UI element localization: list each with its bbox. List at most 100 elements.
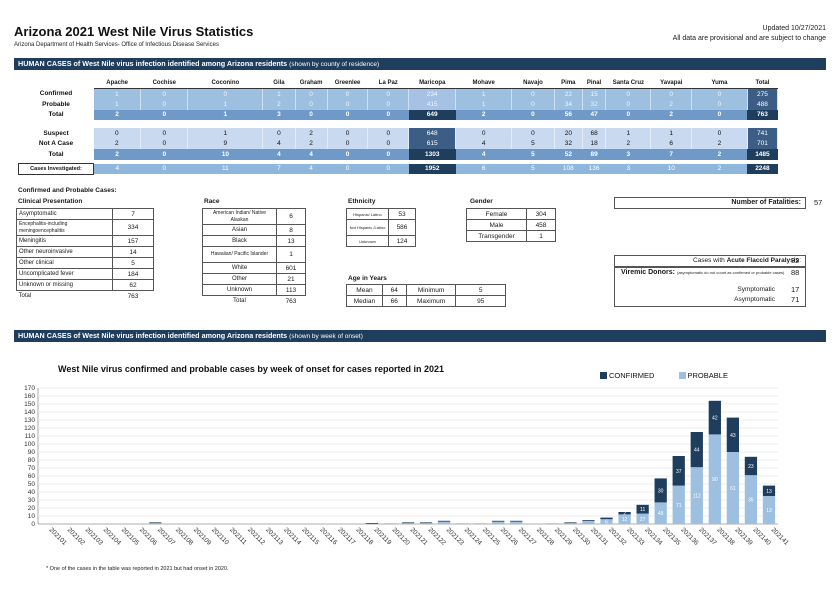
county-cell: 2248 xyxy=(747,163,778,174)
bar-probable xyxy=(419,523,433,524)
bar-probable xyxy=(492,521,505,524)
county-cell: 1 xyxy=(187,109,263,120)
clinical-table: Asymptomatic 7 Encephalitis-including meni… xyxy=(16,208,154,302)
bar-probable xyxy=(654,502,667,524)
county-cell: 4 xyxy=(262,149,296,160)
county-cell: 0 xyxy=(327,149,368,160)
county-cell: 10 xyxy=(187,149,263,160)
stat-label: Other xyxy=(202,273,277,285)
stat-row: Female 304 xyxy=(466,208,556,220)
stat-value: 7 xyxy=(112,208,154,220)
county-header: Coconino xyxy=(187,78,263,89)
county-cell: 56 xyxy=(554,109,583,120)
county-cell: 615 xyxy=(408,138,457,149)
update-notice: Updated 10/27/2021 All data are provisio… xyxy=(673,24,826,44)
county-cell: 1 xyxy=(93,99,142,110)
stat-label: Meningitis xyxy=(16,235,113,247)
county-cell: 68 xyxy=(582,128,607,139)
stat-value: 13 xyxy=(276,235,306,247)
stat-row: Other clinical 5 xyxy=(16,257,154,269)
bar-probable xyxy=(546,523,559,524)
county-cell: 0 xyxy=(140,99,189,110)
county-cell: 0 xyxy=(367,88,410,99)
county-cell: 1303 xyxy=(408,149,456,160)
county-cell: 15 xyxy=(582,88,607,99)
label-probable: 27 xyxy=(640,517,646,523)
bar-confirmed xyxy=(401,522,415,524)
x-tick-label: 202120 xyxy=(391,526,412,547)
x-tick-label: 202123 xyxy=(445,526,466,547)
county-cell: 1 xyxy=(187,99,264,110)
label-probable: 61 xyxy=(730,486,736,492)
section-title: HUMAN CASES of West Nile virus infection… xyxy=(18,59,288,68)
age-title: Age in Years xyxy=(348,275,387,282)
x-tick-label: 202102 xyxy=(66,526,87,547)
cases-investigated-row: Cases Investigated: 4 0 11 7 4 0 0 1952 6 5 108 136 3… xyxy=(17,163,778,175)
county-cell: 2 xyxy=(691,163,748,174)
y-tick-label: 120 xyxy=(24,425,35,432)
legend-probable-swatch xyxy=(678,372,686,379)
age-median: 66 xyxy=(381,295,407,307)
stat-label: Not Hispanic /Latino xyxy=(346,219,389,236)
county-cell: 1 xyxy=(455,88,513,99)
age-min: 5 xyxy=(455,284,506,296)
x-tick-label: 202105 xyxy=(120,526,141,547)
stat-value: 458 xyxy=(526,219,556,231)
stat-value: 304 xyxy=(526,208,556,220)
y-tick-label: 80 xyxy=(28,457,36,464)
bar-confirmed xyxy=(564,522,577,524)
county-cell: 0 xyxy=(93,128,142,139)
county-cell: 7 xyxy=(262,163,296,174)
stat-value: 62 xyxy=(112,279,154,291)
age-min-label: Minimum xyxy=(405,284,457,296)
stat-label: White xyxy=(202,262,277,274)
county-cell: 0 xyxy=(511,109,555,120)
bar-probable xyxy=(401,523,415,524)
county-header: Total xyxy=(747,78,778,89)
county-cell: 0 xyxy=(691,99,748,110)
stat-row: Unknown or missing 62 xyxy=(16,279,154,291)
age-max-label: Maximum xyxy=(405,295,457,307)
stat-value: 334 xyxy=(112,219,154,236)
county-cell: 0 xyxy=(327,88,369,99)
county-header-row: Apache Cochise Coconino Gila Graham Greenlee L… xyxy=(19,78,778,89)
legend-probable-label: PROBABLE xyxy=(687,371,728,380)
race-table: American Indian/ Native Alaskan 6 Asian 8 Bl… xyxy=(202,208,306,307)
county-cell: 2 xyxy=(650,99,693,110)
updated-date: Updated 10/27/2021 xyxy=(762,25,826,32)
stat-value: 184 xyxy=(112,268,154,280)
x-tick-label: 202134 xyxy=(643,526,664,547)
stat-value: 1 xyxy=(526,230,556,242)
stat-value: 113 xyxy=(276,284,306,296)
stat-label: Other neuroinvasive xyxy=(16,246,113,258)
county-cell: 4 xyxy=(455,138,513,149)
clinical-title: Clinical Presentation xyxy=(18,198,83,205)
county-cell: 0 xyxy=(295,99,328,110)
x-tick-label: 202122 xyxy=(427,526,448,547)
x-tick-label: 202140 xyxy=(752,526,773,547)
county-cell: 0 xyxy=(605,109,651,120)
stat-value: 763 xyxy=(285,297,297,305)
stat-value: 53 xyxy=(388,208,416,220)
county-cell: 0 xyxy=(327,138,369,149)
county-header: Navajo xyxy=(511,78,555,89)
x-tick-label: 202117 xyxy=(336,526,356,546)
county-cell: 20 xyxy=(554,128,583,139)
stat-value: 601 xyxy=(276,262,306,274)
stat-label: Asian xyxy=(202,224,277,236)
age-max: 95 xyxy=(455,295,506,307)
county-cell: 0 xyxy=(511,88,555,99)
bar-probable xyxy=(600,519,613,524)
stat-label: Transgender xyxy=(466,230,527,242)
y-tick-label: 170 xyxy=(24,385,35,392)
row-label: Not A Case xyxy=(18,138,94,149)
x-tick-label: 202109 xyxy=(192,526,213,547)
county-cell: 2 xyxy=(93,149,141,160)
county-header: Yavapai xyxy=(650,78,692,89)
bar-probable xyxy=(437,521,451,524)
stat-row: Total 763 xyxy=(203,296,306,307)
section-subtitle: (shown by county of residence) xyxy=(289,61,380,68)
y-tick-label: 40 xyxy=(28,489,36,496)
viremic-label: Viremic Donors: xyxy=(621,269,675,276)
county-cell: 0 xyxy=(367,109,409,120)
